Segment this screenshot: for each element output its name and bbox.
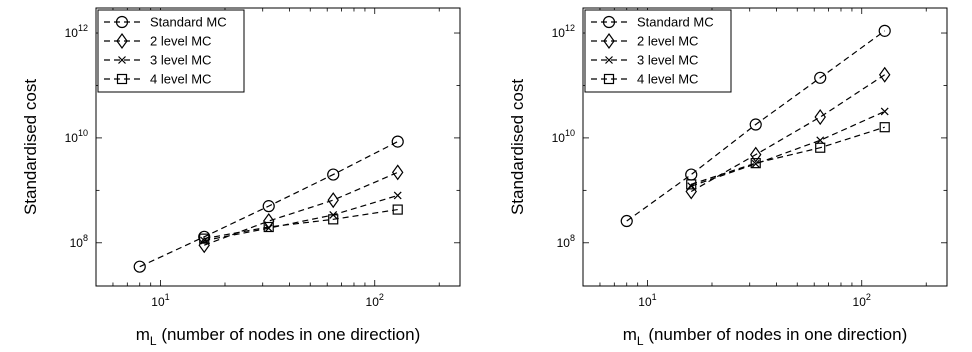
legend-entry-label: Standard MC (150, 15, 227, 30)
series-3-level-mc (687, 107, 889, 191)
data-point-square (686, 179, 697, 190)
data-point-square (879, 122, 890, 133)
x-axis-label: mL (number of nodes in one direction) (136, 325, 421, 348)
data-point-diamond (391, 164, 404, 181)
legend-marker-x (118, 56, 126, 64)
series-line (204, 171, 398, 246)
data-point-square (815, 142, 826, 153)
legend: Standard MC 2 level MC 3 level MC 4 level M… (584, 9, 732, 93)
data-point-diamond (327, 192, 339, 209)
legend-entry-label: 2 level MC (637, 34, 698, 49)
series-line (691, 126, 885, 185)
data-point-square (328, 214, 339, 225)
series-line (139, 141, 398, 268)
data-point-square (392, 204, 403, 215)
legend-marker-diamond (116, 32, 128, 50)
y-tick-label: 1012 (65, 23, 88, 40)
series-line (626, 30, 886, 222)
data-point-diamond (814, 109, 826, 126)
x-tick-label: 102 (853, 292, 871, 309)
data-point-circle (262, 200, 275, 213)
legend-marker-circle (115, 15, 129, 29)
data-point-diamond (262, 212, 275, 230)
x-tick-label: 101 (151, 292, 169, 309)
legend-entry-label: 4 level MC (637, 72, 698, 87)
data-point-x (393, 191, 402, 200)
x-tick-label: 102 (366, 292, 384, 309)
data-point-circle (878, 24, 891, 37)
legend-marker-x (605, 56, 613, 64)
data-point-diamond (878, 66, 891, 83)
data-point-circle (814, 71, 827, 84)
y-axis-label: Standardised cost (21, 79, 40, 215)
legend-marker-circle (602, 15, 616, 29)
series-line (204, 194, 398, 242)
series-standard-mc (133, 135, 404, 273)
y-axis-label: Standardised cost (508, 79, 527, 215)
series-standard-mc (620, 24, 891, 228)
series-line (204, 208, 398, 240)
series-line (690, 74, 886, 193)
y-tick-label: 1012 (552, 23, 575, 40)
legend-entry-label: 4 level MC (150, 72, 211, 87)
data-point-circle (391, 135, 404, 148)
data-point-x (751, 159, 760, 168)
series-2-level-mc (198, 164, 404, 254)
legend-entry-label: 2 level MC (150, 34, 211, 49)
legend-marker-diamond (603, 32, 615, 50)
data-point-square (199, 233, 210, 244)
data-point-circle (198, 230, 211, 243)
series-3-level-mc (200, 191, 402, 245)
series-4-level-mc (199, 204, 403, 244)
legend-entry-label: 3 level MC (150, 53, 211, 68)
legend-entry-label: Standard MC (637, 15, 714, 30)
data-point-circle (685, 168, 698, 181)
data-point-x (880, 107, 889, 116)
chart-panel-2: 101 102 108 1010 1012 mL (number of nodes in … (508, 7, 948, 348)
legend-box (584, 9, 732, 93)
data-point-circle (620, 214, 633, 228)
legend-marker-square (603, 73, 615, 85)
data-point-square (263, 221, 274, 233)
data-point-x (264, 224, 273, 233)
data-point-circle (749, 118, 762, 131)
legend-marker-square (116, 73, 128, 85)
y-tick-label: 1010 (65, 128, 88, 145)
y-tick-label: 108 (557, 233, 575, 250)
plot-area-frame (95, 7, 461, 287)
data-point-diamond (749, 146, 762, 163)
series-4-level-mc (686, 122, 890, 190)
series-line (691, 110, 885, 187)
plot-area-frame (582, 7, 948, 287)
chart-panel-1: 101 102 108 1010 1012 mL (number of nodes in … (21, 7, 461, 348)
x-tick-label: 101 (638, 292, 656, 309)
data-point-square (750, 158, 761, 169)
legend-box (97, 9, 245, 93)
legend-entry-label: 3 level MC (637, 53, 698, 68)
legend: Standard MC 2 level MC 3 level MC 4 level M… (97, 9, 245, 93)
data-point-circle (133, 260, 146, 273)
y-tick-label: 1010 (552, 128, 575, 145)
y-tick-label: 108 (70, 233, 88, 250)
x-axis-label: mL (number of nodes in one direction) (623, 325, 908, 348)
data-point-circle (327, 168, 340, 181)
